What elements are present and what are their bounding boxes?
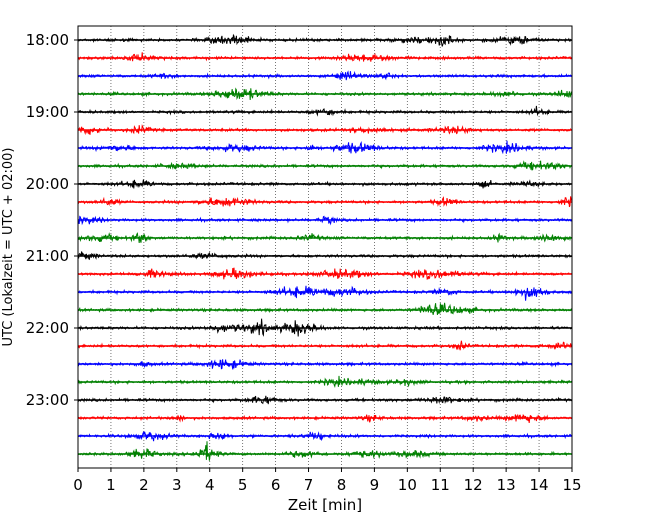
x-tick-label: 12 [464, 476, 483, 494]
x-tick-label: 9 [370, 476, 380, 494]
y-tick-label: 18:00 [26, 31, 69, 49]
x-tick-label: 15 [562, 476, 581, 494]
x-tick-label: 7 [304, 476, 314, 494]
x-tick-label: 2 [139, 476, 149, 494]
x-tick-label: 14 [530, 476, 549, 494]
y-tick-label: 20:00 [26, 175, 69, 193]
x-tick-label: 3 [172, 476, 182, 494]
x-tick-label: 5 [238, 476, 248, 494]
x-tick-label: 13 [497, 476, 516, 494]
x-axis: 0 1 2 3 4 5 6 7 8 9 10 11 12 13 14 15 [73, 468, 582, 494]
plot-frame [77, 25, 573, 469]
y-tick-label: 19:00 [26, 103, 69, 121]
x-tick-label: 8 [337, 476, 347, 494]
x-tick-label: 10 [398, 476, 417, 494]
y-tick-label: 23:00 [26, 391, 69, 409]
x-axis-title: Zeit [min] [288, 496, 362, 514]
seismogram-traces [77, 33, 573, 461]
x-tick-label: 6 [271, 476, 281, 494]
x-tick-label: 0 [73, 476, 83, 494]
y-tick-label: 21:00 [26, 247, 69, 265]
y-tick-label: 22:00 [26, 319, 69, 337]
x-tick-label: 4 [205, 476, 215, 494]
y-axis-title: UTC (Lokalzeit = UTC + 02:00) [1, 148, 16, 347]
y-axis: 18:00 19:00 20:00 21:00 22:00 23:00 [26, 31, 78, 409]
x-tick-label: 1 [106, 476, 116, 494]
x-tick-label: 11 [431, 476, 450, 494]
